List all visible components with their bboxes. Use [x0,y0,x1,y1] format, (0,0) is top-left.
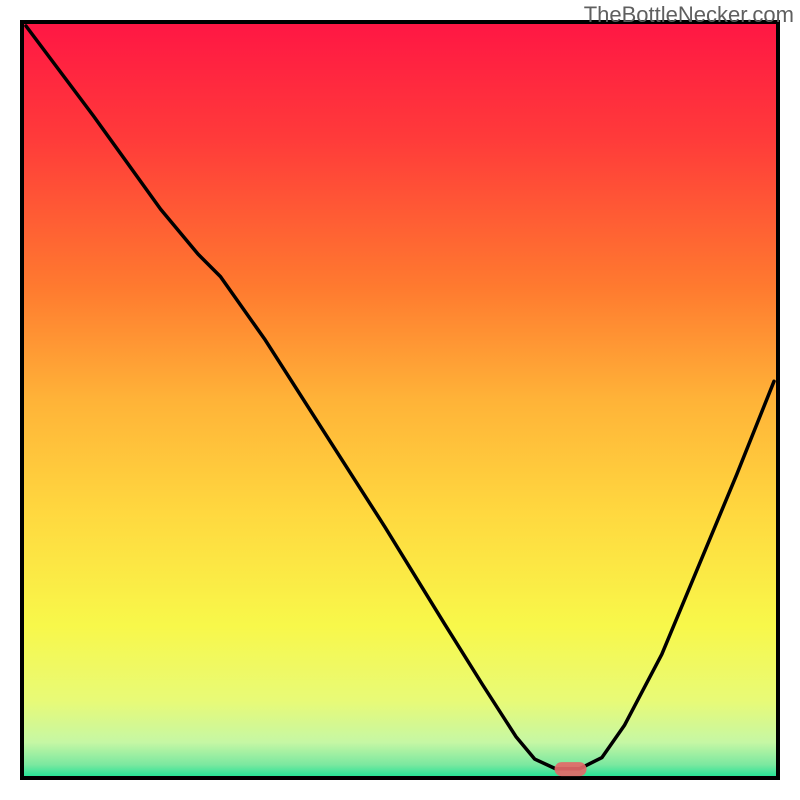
optimal-marker [555,762,587,776]
watermark-text: TheBottleNecker.com [584,2,794,28]
plot-background [24,24,776,776]
bottleneck-chart [0,0,800,800]
chart-frame: TheBottleNecker.com [0,0,800,800]
